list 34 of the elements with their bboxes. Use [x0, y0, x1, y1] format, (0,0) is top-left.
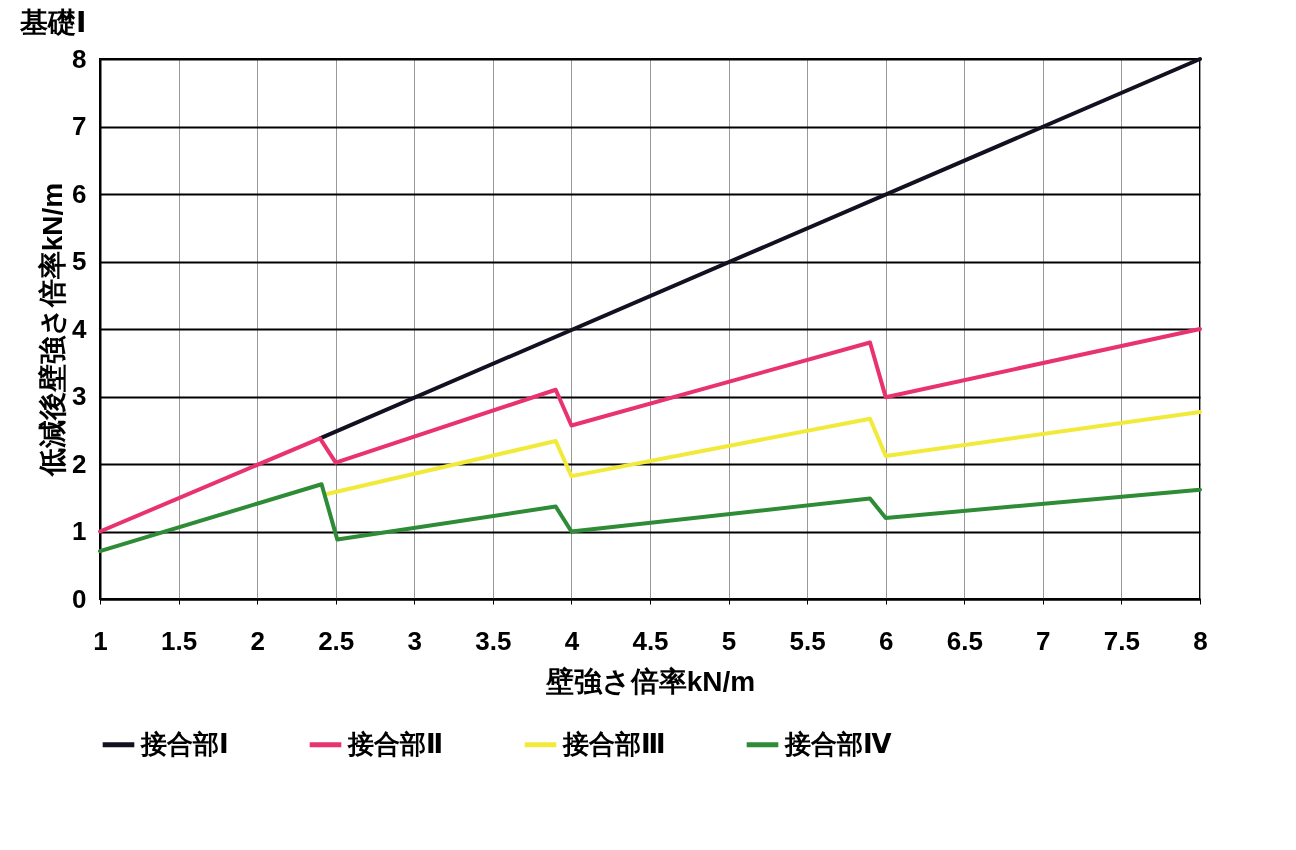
y-tick-label: 3	[72, 381, 87, 411]
y-axis-title: 低減後壁強さ倍率kN/m	[37, 182, 69, 478]
legend-label: 接合部Ⅲ	[562, 728, 666, 759]
x-tick-label: 7.5	[1103, 625, 1141, 656]
x-tick-label: 1.5	[160, 625, 198, 656]
legend-label: 接合部Ⅱ	[347, 728, 444, 759]
x-tick-label: 4.5	[632, 625, 669, 656]
x-tick-label: 1	[93, 625, 108, 656]
y-tick-label: 6	[72, 178, 87, 209]
legend-label: 接合部Ⅳ	[784, 728, 892, 759]
x-tick-label: 2.5	[318, 625, 355, 656]
y-tick-label: 8	[72, 43, 87, 74]
y-tick-label: 1	[72, 516, 87, 546]
x-tick-label: 5	[721, 625, 737, 656]
x-tick-label: 6.5	[946, 625, 983, 656]
x-tick-label: 3.5	[475, 625, 512, 656]
x-tick-label: 5.5	[789, 625, 826, 656]
y-tick-label: 5	[72, 246, 87, 276]
x-axis-title: 壁強さ倍率kN/m	[544, 665, 756, 697]
x-tick-label: 2	[250, 625, 265, 656]
x-tick-label: 8	[1193, 625, 1208, 656]
line-series	[325, 410, 1202, 496]
legend-label: 接合部Ⅰ	[140, 728, 229, 759]
x-tick-label: 6	[878, 625, 894, 656]
y-tick-label: 2	[72, 448, 87, 479]
chart-title: 基礎Ⅰ	[19, 7, 87, 38]
x-tick-label: 7	[1036, 625, 1051, 656]
x-tick-label: 3	[407, 625, 423, 656]
line-series	[98, 482, 1202, 554]
line-series	[98, 327, 1202, 534]
y-tick-label: 7	[72, 111, 87, 141]
y-tick-label: 0	[72, 583, 87, 614]
y-tick-label: 4	[72, 313, 88, 344]
x-tick-label: 4	[564, 625, 580, 656]
